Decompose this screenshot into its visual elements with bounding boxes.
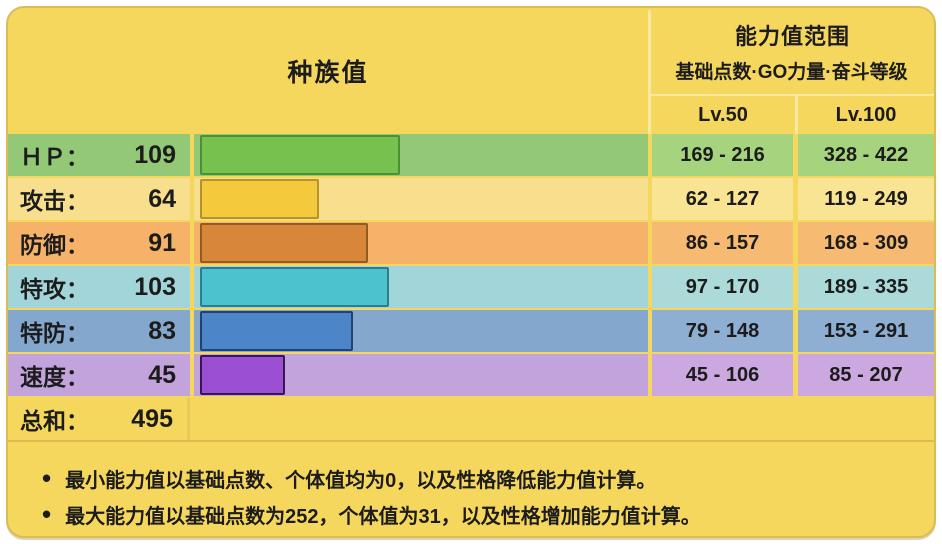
base-stats-card: 种族值 能力值范围 基础点数·GO力量·奋斗等级 Lv.50 Lv.100 ＨＰ… xyxy=(6,6,936,538)
stat-bar-track xyxy=(194,310,648,352)
stat-label: ＨＰ： xyxy=(20,144,89,170)
stat-label: 特防： xyxy=(20,320,89,346)
stat-name-cell: 攻击： 64 xyxy=(8,178,190,220)
range-lv50: 86 - 157 xyxy=(652,222,793,264)
stat-label: 防御： xyxy=(20,232,89,258)
range-lv50: 79 - 148 xyxy=(652,310,793,352)
range-lv100: 85 - 207 xyxy=(798,354,934,396)
total-value: 495 xyxy=(131,404,173,433)
stat-value: 109 xyxy=(134,140,176,169)
stat-bar-track xyxy=(194,222,648,264)
footnote-min-text: 最小能力值以基础点数、个体值均为0，以及性格降低能力值计算。 xyxy=(65,469,657,492)
stat-row-attack: 攻击： 64 62 - 127 119 - 249 xyxy=(8,178,934,220)
stat-name-cell: 速度： 45 xyxy=(8,354,190,396)
stat-row-sp-attack: 特攻： 103 97 - 170 189 - 335 xyxy=(8,266,934,308)
range-lv100: 153 - 291 xyxy=(798,310,934,352)
range-lv50: 62 - 127 xyxy=(652,178,793,220)
stat-name-cell: 特防： 83 xyxy=(8,310,190,352)
footnote-max: • 最大能力值以基础点数为252，个体值为31，以及性格增加能力值计算。 xyxy=(30,499,920,529)
hp-stat-bar xyxy=(200,135,400,175)
stat-name-cell: ＨＰ： 109 xyxy=(8,134,190,176)
total-name-cell: 总和： 495 xyxy=(8,398,190,440)
stat-value: 45 xyxy=(148,360,176,389)
stat-bar-track xyxy=(194,134,648,176)
bullet-icon: • xyxy=(42,499,52,529)
table-bottom-rule xyxy=(8,440,934,442)
lv-columns-divider xyxy=(795,96,798,134)
stat-row-defense: 防御： 91 86 - 157 168 - 309 xyxy=(8,222,934,264)
stat-label: 速度： xyxy=(20,364,89,390)
range-lv100: 168 - 309 xyxy=(798,222,934,264)
left-header-title: 种族值 xyxy=(287,59,369,87)
range-lv50: 97 - 170 xyxy=(652,266,793,308)
stat-name-cell: 防御： 91 xyxy=(8,222,190,264)
defense-stat-bar xyxy=(200,223,368,263)
header-horizontal-divider xyxy=(651,94,934,96)
stat-bar-track xyxy=(194,178,648,220)
total-row: 总和： 495 xyxy=(8,398,934,440)
stat-row-speed: 速度： 45 45 - 106 85 - 207 xyxy=(8,354,934,396)
column-header-lv100: Lv.100 xyxy=(835,103,897,126)
stat-bar-track xyxy=(194,266,648,308)
range-lv100: 328 - 422 xyxy=(798,134,934,176)
sp-attack-stat-bar xyxy=(200,267,389,307)
column-header-lv50: Lv.50 xyxy=(698,103,748,126)
footnote-max-text: 最大能力值以基础点数为252，个体值为31，以及性格增加能力值计算。 xyxy=(65,505,701,528)
right-header-title: 能力值范围 xyxy=(734,24,850,49)
attack-stat-bar xyxy=(200,179,319,219)
footnote-min: • 最小能力值以基础点数、个体值均为0，以及性格降低能力值计算。 xyxy=(30,463,920,493)
stat-bar-track xyxy=(194,354,648,396)
range-lv100: 119 - 249 xyxy=(798,178,934,220)
stat-value: 83 xyxy=(148,316,176,345)
stat-row-hp: ＨＰ： 109 169 - 216 328 - 422 xyxy=(8,134,934,176)
stat-name-cell: 特攻： 103 xyxy=(8,266,190,308)
stat-label: 攻击： xyxy=(20,188,89,214)
range-lv50: 169 - 216 xyxy=(652,134,793,176)
stat-value: 103 xyxy=(134,272,176,301)
stat-value: 91 xyxy=(148,228,176,257)
total-label: 总和： xyxy=(20,408,89,434)
right-header-subtitle: 基础点数·GO力量·奋斗等级 xyxy=(675,61,908,83)
bullet-icon: • xyxy=(42,463,52,493)
stat-value: 64 xyxy=(148,184,176,213)
speed-stat-bar xyxy=(200,355,285,395)
stat-row-sp-defense: 特防： 83 79 - 148 153 - 291 xyxy=(8,310,934,352)
stat-label: 特攻： xyxy=(20,276,89,302)
range-lv50: 45 - 106 xyxy=(652,354,793,396)
sp-defense-stat-bar xyxy=(200,311,353,351)
header-vertical-divider xyxy=(648,10,651,134)
range-lv100: 189 - 335 xyxy=(798,266,934,308)
